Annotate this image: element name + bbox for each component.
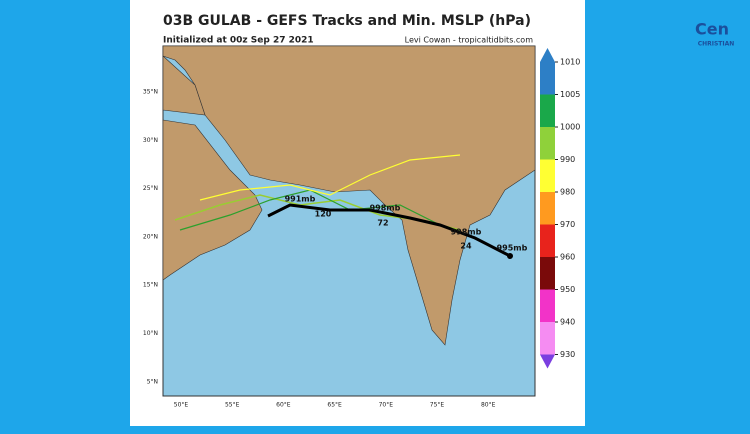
latitude-label: 30°N [143, 137, 158, 144]
land-arabia [162, 119, 263, 281]
colorbar-tick-label: 960 [560, 253, 575, 262]
map [162, 45, 536, 397]
longitude-label: 70°E [379, 402, 394, 409]
track-label: 72 [377, 219, 388, 228]
colorbar-tick-label: 950 [560, 285, 575, 294]
track-start [507, 253, 513, 259]
longitude-label: 65°E [327, 402, 342, 409]
title: 03B GULAB - GEFS Tracks and Min. MSLP (h… [163, 13, 531, 29]
latitude-label: 35°N [143, 89, 158, 96]
logo-name: Cen [695, 20, 729, 39]
subtitle: Initialized at 00z Sep 27 2021 [163, 36, 314, 46]
track-label: 998mb [451, 228, 482, 237]
track-label: 24 [460, 242, 472, 251]
latitude-label: 10°N [143, 330, 158, 337]
colorbar-tick-label: 1000 [560, 123, 580, 132]
latitude-label: 15°N [143, 282, 158, 289]
colorbar-segment [540, 289, 555, 322]
colorbar-segment [540, 257, 555, 290]
colorbar-cap [540, 354, 555, 369]
colorbar-segment [540, 159, 555, 192]
colorbar-tick-label: 980 [560, 188, 575, 197]
mean-track [267, 203, 511, 258]
colorbar: 1010 1005 1000 990 980 970 960 950 940 930 [540, 48, 580, 369]
credit: Levi Cowan - tropicaltidbits.com [405, 36, 534, 45]
colorbar-tick-label: 940 [560, 318, 575, 327]
longitude-label: 50°E [174, 402, 189, 409]
longitude-label: 60°E [276, 402, 291, 409]
colorbar-segment [540, 192, 555, 225]
colorbar-segment [540, 127, 555, 160]
land-north [162, 55, 206, 116]
logo-tagline: CHRISTIAN [698, 41, 735, 48]
latitude-label: 25°N [143, 185, 158, 192]
longitude-label: 80°E [481, 402, 496, 409]
colorbar-segment [540, 94, 555, 127]
track-label: 998mb [370, 204, 401, 213]
longitude-label: 75°E [430, 402, 445, 409]
latitude-label: 20°N [143, 233, 158, 240]
colorbar-tick-label: 930 [560, 350, 575, 359]
colorbar-segment [540, 224, 555, 257]
colorbar-tick-label: 990 [560, 155, 575, 164]
track-label: 995mb [497, 244, 528, 253]
longitude-label: 55°E [225, 402, 240, 409]
colorbar-segment [540, 322, 555, 355]
latitude-label: 5°N [147, 378, 158, 385]
colorbar-tick-label: 1005 [560, 90, 580, 99]
colorbar-segment [540, 62, 555, 95]
colorbar-tick-label: 970 [560, 220, 575, 229]
track-label: 120 [315, 210, 332, 219]
colorbar-cap [540, 48, 555, 62]
track-label: 991mb [285, 195, 316, 204]
colorbar-tick-label: 1010 [560, 58, 580, 67]
ensemble-track [199, 154, 461, 201]
